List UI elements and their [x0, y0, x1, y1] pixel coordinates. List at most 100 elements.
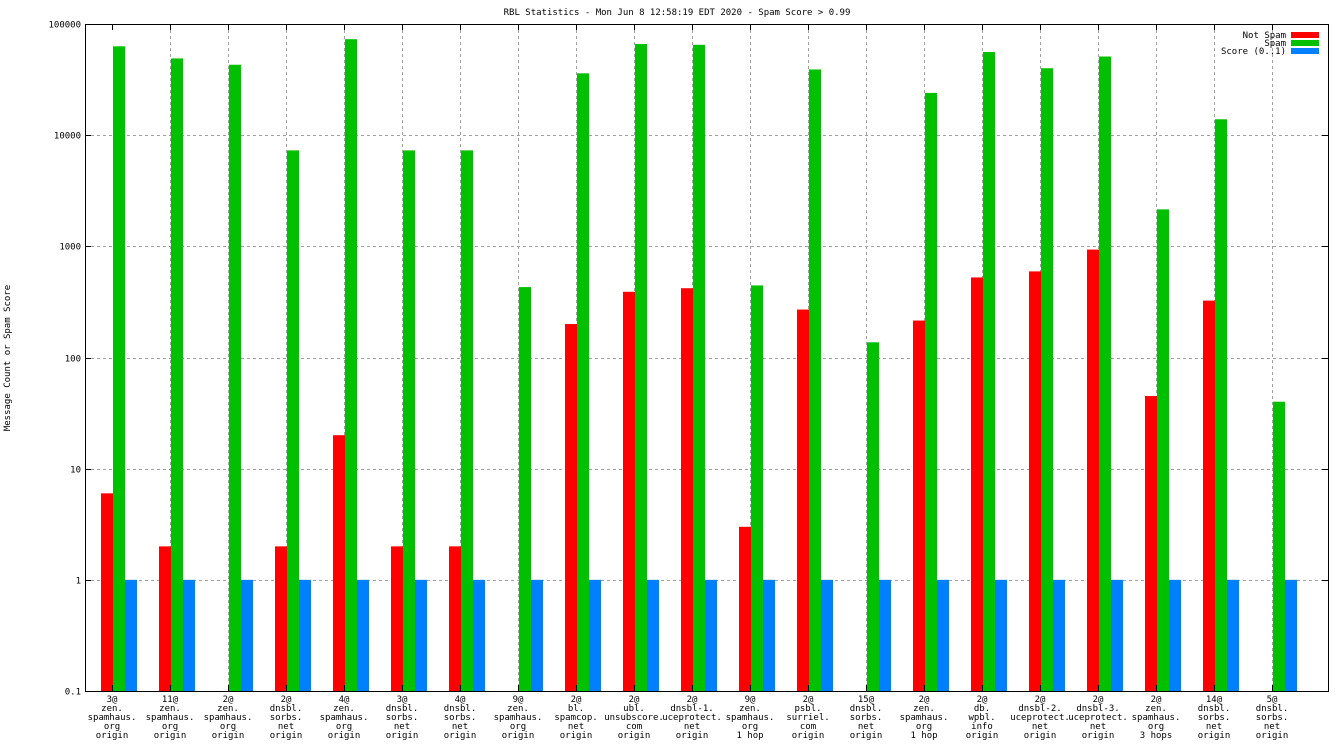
legend-label: Score (0..1) [1221, 47, 1286, 57]
bar-score [357, 579, 369, 691]
bar-spam [751, 285, 763, 691]
bar-score [1053, 579, 1065, 691]
x-tick-label: origin [1256, 731, 1289, 741]
x-tick-label: origin [502, 731, 535, 741]
x-tick-label: net [1032, 722, 1048, 732]
bar-not-spam [739, 526, 751, 691]
bar-spam [113, 46, 125, 691]
legend-swatch [1291, 40, 1319, 46]
x-tick-label: uceprotect. [1068, 713, 1128, 723]
bar-score [473, 579, 485, 691]
legend-swatch [1291, 32, 1319, 38]
bar-not-spam [159, 546, 171, 691]
x-tick-label: origin [792, 731, 825, 741]
x-tick-label: surriel. [786, 713, 829, 723]
x-tick-label: net [684, 722, 700, 732]
bar-spam [809, 69, 821, 692]
x-tick-label: net [858, 722, 874, 732]
x-tick-label: origin [154, 731, 187, 741]
y-tick-label: 100 [65, 355, 81, 365]
bar-spam [693, 44, 705, 692]
x-tick-label: net [452, 722, 468, 732]
bar-score [589, 579, 601, 691]
x-tick-label: 2@ [571, 695, 582, 705]
x-tick-label: origin [1082, 731, 1115, 741]
bar-spam [519, 287, 531, 691]
bar-spam [229, 64, 241, 691]
x-tick-label: net [394, 722, 410, 732]
bar-spam [461, 150, 473, 692]
x-tick-label: 2@ [1151, 695, 1162, 705]
x-tick-label: origin [560, 731, 593, 741]
x-tick-label: org [916, 722, 932, 732]
bar-not-spam [971, 277, 983, 691]
bar-spam [577, 73, 589, 692]
x-tick-label: dnsbl-2. [1018, 704, 1061, 714]
bar-score [125, 579, 137, 691]
chart-title: RBL Statistics - Mon Jun 8 12:58:19 EDT … [504, 8, 851, 18]
x-tick-label: dnsbl-3. [1076, 704, 1119, 714]
x-ticks: 3@zen.spamhaus.orgorigin11@zen.spamhaus.… [88, 24, 1289, 741]
x-tick-label: 2@ [803, 695, 814, 705]
bar-spam [1273, 401, 1285, 691]
x-tick-label: sorbs. [1256, 713, 1289, 723]
x-tick-label: zen. [739, 704, 761, 714]
bar-spam [983, 51, 995, 691]
x-tick-label: spamhaus. [494, 713, 543, 723]
bar-spam [287, 150, 299, 692]
bar-not-spam [333, 435, 345, 691]
x-tick-label: sorbs. [1198, 713, 1231, 723]
y-tick-label: 1000 [59, 243, 81, 253]
plot-border [85, 24, 1329, 692]
x-tick-label: sorbs. [386, 713, 419, 723]
x-tick-label: spamhaus. [146, 713, 195, 723]
bar-spam [171, 58, 183, 691]
x-tick-label: origin [1024, 731, 1057, 741]
bar-score [415, 579, 427, 691]
bar-not-spam [101, 493, 113, 691]
x-tick-label: origin [96, 731, 129, 741]
bar-not-spam [1203, 300, 1215, 691]
x-tick-label: 2@ [223, 695, 234, 705]
x-tick-label: 9@ [513, 695, 524, 705]
x-tick-label: 3@ [397, 695, 408, 705]
x-tick-label: sorbs. [444, 713, 477, 723]
x-tick-label: com [626, 722, 642, 732]
x-tick-label: unsubscore. [604, 713, 664, 723]
x-tick-label: dnsbl. [386, 704, 419, 714]
x-tick-label: spamhaus. [1132, 713, 1181, 723]
x-tick-label: psbl. [794, 704, 821, 714]
bar-spam [635, 44, 647, 692]
x-tick-label: sorbs. [270, 713, 303, 723]
x-tick-label: org [104, 722, 120, 732]
x-tick-label: zen. [333, 704, 355, 714]
bar-not-spam [565, 324, 577, 691]
bar-spam [345, 39, 357, 691]
bar-score [1227, 579, 1239, 691]
bar-not-spam [1087, 249, 1099, 691]
bar-not-spam [275, 546, 287, 691]
x-tick-label: db. [974, 704, 990, 714]
x-tick-label: 1 hop [910, 731, 937, 741]
bar-score [299, 579, 311, 691]
x-tick-label: 9@ [745, 695, 756, 705]
x-tick-label: org [510, 722, 526, 732]
x-tick-label: 5@ [1267, 695, 1278, 705]
x-tick-label: 1 hop [736, 731, 763, 741]
bar-score [1111, 579, 1123, 691]
x-tick-label: org [220, 722, 236, 732]
x-tick-label: net [568, 722, 584, 732]
x-tick-label: origin [386, 731, 419, 741]
bar-score [241, 579, 253, 691]
y-tick-label: 100000 [48, 21, 81, 31]
bar-spam [403, 150, 415, 692]
x-tick-label: 4@ [455, 695, 466, 705]
bar-not-spam [391, 546, 403, 691]
bar-score [821, 579, 833, 691]
bar-spam [867, 342, 879, 691]
x-tick-label: zen. [101, 704, 123, 714]
x-tick-label: 3 hops [1140, 731, 1173, 741]
bar-score [1169, 579, 1181, 691]
y-ticks: 100000 10000 1000 100 10 1 0.1 [48, 21, 1328, 698]
x-tick-label: org [336, 722, 352, 732]
